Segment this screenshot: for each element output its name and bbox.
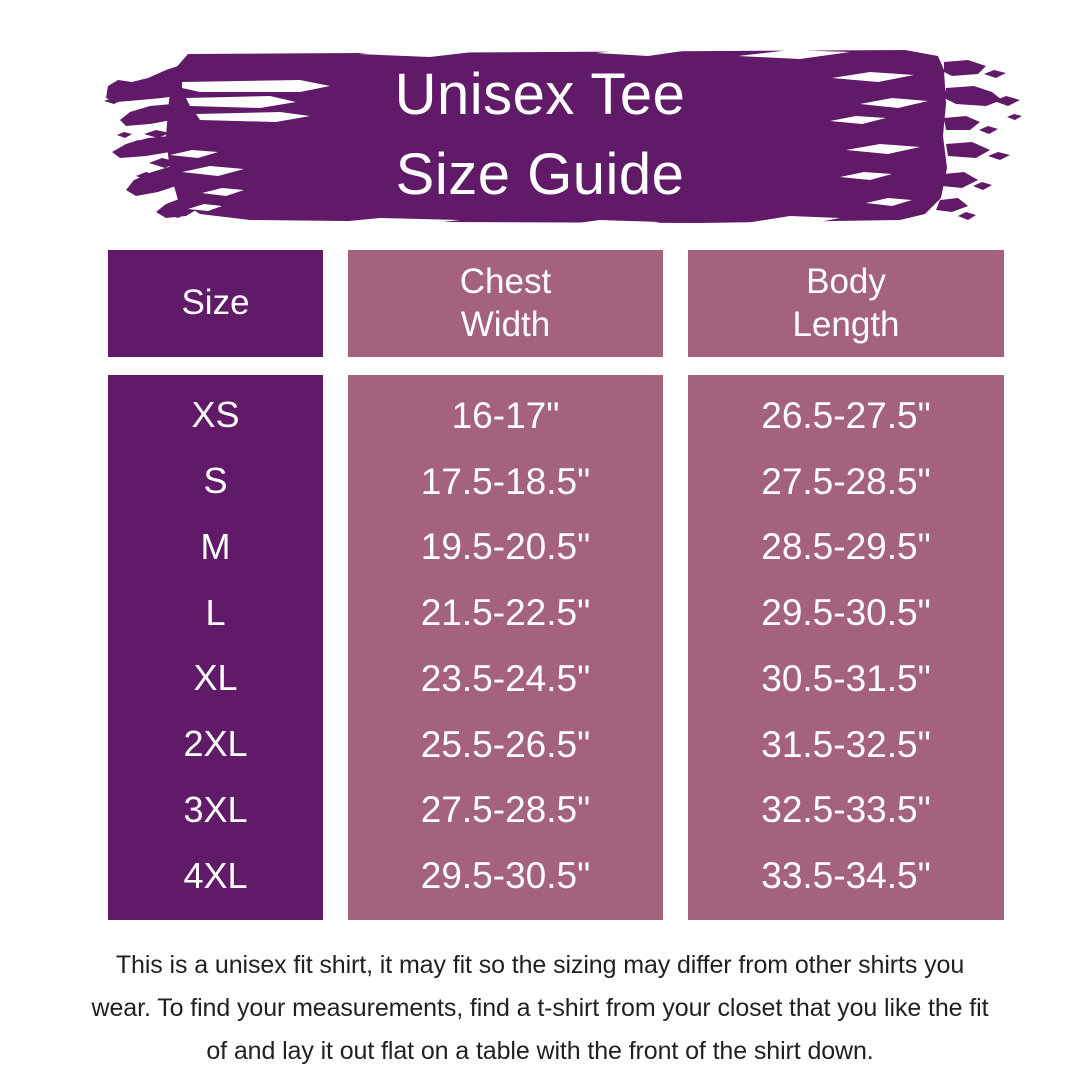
table-body: XS S M L XL 2XL 3XL 4XL 16-17" 17.5-18.5… [108, 375, 1004, 920]
chest-width-cell: 21.5-22.5" [420, 592, 591, 634]
chest-width-cell: 16-17" [451, 395, 560, 436]
chest-width-cell: 17.5-18.5" [420, 460, 591, 502]
chest-width-cell: 25.5-26.5" [420, 723, 591, 765]
table-header-row: Size Chest Width Body Length [108, 250, 1004, 357]
chest-width-cell: 19.5-20.5" [420, 526, 591, 568]
size-cell: XS [191, 394, 240, 435]
column-header-size: Size [108, 250, 323, 357]
column-header-body-line-2: Length [792, 304, 900, 344]
column-header-chest-width: Chest Width [348, 250, 663, 357]
body-length-cell: 29.5-30.5" [761, 592, 931, 634]
column-size-values: XS S M L XL 2XL 3XL 4XL [108, 375, 323, 920]
chest-width-cell: 23.5-24.5" [420, 657, 591, 699]
column-chest-width-values: 16-17" 17.5-18.5" 19.5-20.5" 21.5-22.5" … [348, 375, 663, 920]
fit-disclaimer-text: This is a unisex fit shirt, it may fit s… [91, 951, 989, 1065]
body-length-cell: 26.5-27.5" [761, 395, 931, 436]
body-length-cell: 30.5-31.5" [761, 657, 931, 699]
chest-width-cell: 29.5-30.5" [420, 854, 591, 896]
size-cell: 4XL [183, 854, 248, 896]
body-length-cell: 31.5-32.5" [761, 723, 931, 765]
page-title-line-1: Unisex Tee [394, 61, 686, 127]
size-cell: 2XL [183, 723, 248, 765]
column-header-chest-line-2: Width [460, 304, 551, 344]
page-title-line-2: Size Guide [395, 142, 685, 207]
column-header-chest-line-1: Chest [459, 261, 552, 301]
page-title: Unisex Tee Size Guide [0, 40, 1080, 230]
brush-stroke-icon [104, 48, 1022, 230]
body-length-cell: 32.5-33.5" [761, 789, 931, 831]
size-cell: M [200, 525, 231, 567]
body-length-cell: 33.5-34.5" [761, 854, 931, 896]
size-cell: S [203, 459, 228, 501]
chest-width-cell: 27.5-28.5" [420, 789, 591, 831]
column-header-body-length: Body Length [688, 250, 1004, 357]
size-cell: L [205, 591, 226, 633]
column-header-size-label: Size [181, 283, 250, 323]
column-body-length-values: 26.5-27.5" 27.5-28.5" 28.5-29.5" 29.5-30… [688, 375, 1004, 920]
size-cell: 3XL [183, 789, 248, 831]
title-banner: Unisex Tee Size Guide [0, 40, 1080, 230]
body-length-cell: 28.5-29.5" [761, 526, 931, 568]
size-chart-table: Size Chest Width Body Length XS S M L XL… [108, 250, 1004, 920]
size-cell: XL [193, 657, 238, 699]
column-header-body-line-1: Body [806, 261, 886, 301]
body-length-cell: 27.5-28.5" [761, 460, 931, 502]
